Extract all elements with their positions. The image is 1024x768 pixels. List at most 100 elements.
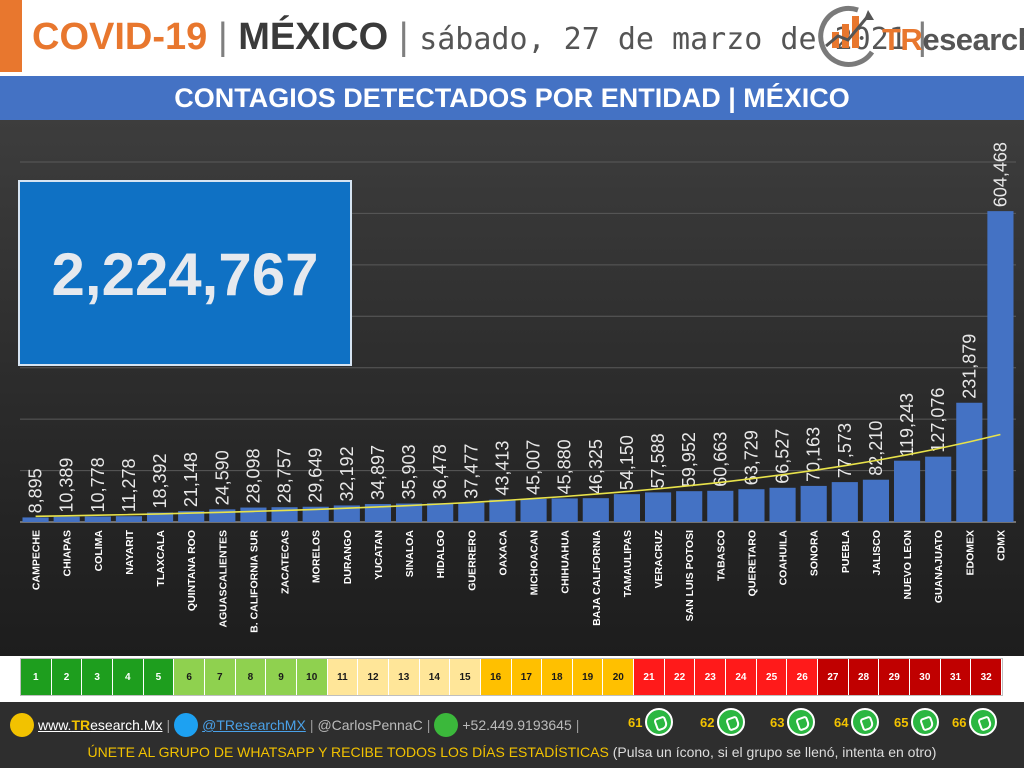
- footer: www.TResearch.Mx | @TResearchMX | @Carlo…: [0, 702, 1024, 768]
- category-label: MICHOACAN: [529, 530, 541, 595]
- rank-cell: 5: [143, 659, 175, 695]
- category-label: PUEBLA: [840, 530, 852, 574]
- tresearch-logo[interactable]: TResearch: [818, 2, 1024, 68]
- value-label: 32,192: [337, 446, 357, 501]
- value-label: 10,389: [57, 458, 77, 513]
- twitter-link[interactable]: @TResearchMX: [202, 717, 306, 733]
- rank-cell: 31: [940, 659, 972, 695]
- bar-durango: [333, 505, 360, 522]
- bar-tabasco: [707, 490, 734, 522]
- whatsapp-icon[interactable]: [717, 708, 746, 736]
- bar-guanajuato: [925, 456, 952, 522]
- bar-chihuahua: [551, 498, 578, 522]
- rank-cell: 7: [204, 659, 236, 695]
- category-label: SINALOA: [404, 530, 416, 578]
- rank-cell: 28: [848, 659, 880, 695]
- bar-morelos: [302, 506, 329, 522]
- category-label: YUCATAN: [373, 530, 385, 580]
- rank-cell: 6: [174, 659, 205, 695]
- whatsapp-icon[interactable]: [969, 708, 998, 736]
- bar-nuevo-leon: [893, 460, 921, 522]
- value-label: 127,076: [928, 388, 948, 453]
- category-label: MORELOS: [311, 530, 323, 583]
- whatsapp-group-button[interactable]: 62: [700, 708, 746, 736]
- value-label: 11,278: [119, 458, 139, 512]
- rank-cell: 8: [235, 659, 267, 695]
- bar-jalisco: [862, 479, 890, 522]
- whatsapp-group-button[interactable]: 65: [894, 708, 940, 736]
- category-label: NUEVO LEON: [902, 530, 914, 599]
- footer-cta: ÚNETE AL GRUPO DE WHATSAPP Y RECIBE TODO…: [0, 744, 1024, 760]
- rank-cell: 16: [480, 659, 512, 695]
- rank-cell: 20: [603, 659, 635, 695]
- trendline: [35, 433, 1001, 518]
- rank-cell: 9: [266, 659, 297, 695]
- page-title: COVID-19 | MÉXICO | sábado, 27 de marzo …: [32, 10, 927, 64]
- value-label: 60,663: [710, 432, 730, 487]
- rank-cell: 25: [756, 659, 788, 695]
- whatsapp-group-number: 63: [770, 714, 785, 730]
- value-label: 36,478: [430, 444, 450, 499]
- category-label: HIDALGO: [435, 530, 447, 578]
- value-label: 63,729: [741, 430, 761, 485]
- whatsapp-icon[interactable]: [645, 708, 674, 736]
- title-separator-end: |: [917, 16, 928, 58]
- value-label: 21,148: [181, 452, 201, 507]
- category-label: EDOMEX: [964, 530, 976, 576]
- title-separator: |: [217, 16, 228, 58]
- value-label: 24,590: [212, 450, 232, 505]
- whatsapp-icon[interactable]: [787, 708, 816, 736]
- rank-cell: 14: [419, 659, 451, 695]
- category-label: OAXACA: [497, 530, 509, 576]
- website-link[interactable]: www.TResearch.Mx: [38, 717, 163, 733]
- rank-cell: 23: [695, 659, 727, 695]
- value-label: 37,477: [461, 444, 481, 499]
- bar-edomex: [956, 402, 983, 522]
- whatsapp-icon[interactable]: [911, 708, 940, 736]
- footer-contacts: www.TResearch.Mx | @TResearchMX | @Carlo…: [10, 708, 583, 742]
- value-label: 77,573: [835, 423, 855, 478]
- whatsapp-group-button[interactable]: 66: [952, 708, 998, 736]
- header-accent-bar: [0, 0, 22, 72]
- rank-cell: 32: [971, 659, 1002, 695]
- bar-chiapas: [53, 516, 80, 522]
- bar-nayarit: [115, 516, 143, 522]
- bar-hidalgo: [427, 503, 454, 522]
- header: COVID-19 | MÉXICO | sábado, 27 de marzo …: [0, 0, 1024, 74]
- category-label: BAJA CALIFORNIA: [591, 530, 603, 626]
- rank-cell: 27: [818, 659, 849, 695]
- bar-coahuila: [769, 487, 796, 522]
- category-label: COLIMA: [93, 530, 105, 572]
- phone-icon: [434, 713, 459, 737]
- bar-yucatan: [364, 504, 392, 522]
- bar-tamaulipas: [613, 494, 641, 522]
- bar-puebla: [831, 482, 858, 522]
- category-label: TABASCO: [715, 530, 727, 581]
- bar-campeche: [22, 517, 49, 522]
- logo-chart-icon: [818, 5, 875, 67]
- rank-cell: 29: [879, 659, 911, 695]
- category-label: JALISCO: [871, 530, 883, 576]
- whatsapp-icon[interactable]: [851, 708, 880, 736]
- whatsapp-group-number: 65: [894, 714, 909, 730]
- whatsapp-group-button[interactable]: 63: [770, 708, 816, 736]
- rank-cell: 4: [112, 659, 144, 695]
- whatsapp-group-button[interactable]: 64: [834, 708, 880, 736]
- category-label: ZACATECAS: [280, 530, 292, 594]
- whatsapp-group-button[interactable]: 61: [628, 708, 674, 736]
- category-label: CHIHUAHUA: [560, 530, 572, 594]
- rank-cell: 19: [572, 659, 604, 695]
- category-label: QUERETARO: [746, 530, 758, 596]
- rank-color-strip: 1 2 3 4 5 6 7 8 9 10 11 12 13 14 15 16 17 18 19 20 21 22 23 24 2…: [20, 658, 1003, 696]
- value-label: 18,392: [150, 453, 170, 508]
- whatsapp-group-number: 62: [700, 714, 715, 730]
- personal-handle[interactable]: @CarlosPennaC: [317, 717, 423, 733]
- category-label: AGUASCALIENTES: [217, 530, 229, 627]
- category-label: CHIAPAS: [62, 530, 74, 576]
- footer-separator: |: [575, 717, 580, 733]
- category-label: GUANAJUATO: [933, 530, 945, 603]
- rank-cell: 26: [787, 659, 819, 695]
- footer-separator: |: [166, 717, 171, 733]
- value-label: 57,588: [648, 433, 668, 488]
- phone-number[interactable]: +52.449.9193645: [462, 717, 572, 733]
